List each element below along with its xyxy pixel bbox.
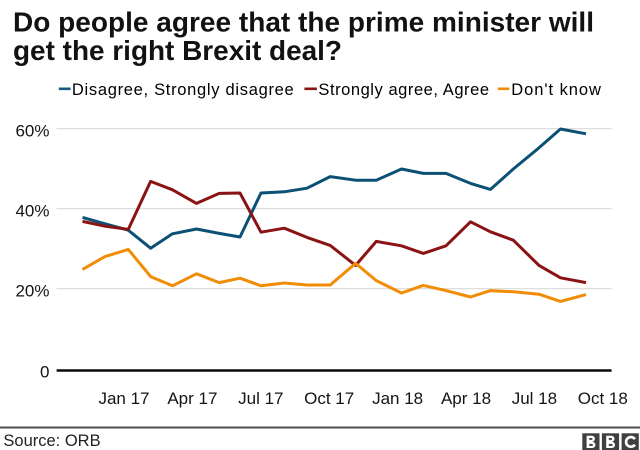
svg-text:Jul 18: Jul 18 (512, 389, 557, 408)
svg-text:60%: 60% (15, 121, 49, 140)
svg-text:Disagree, Strongly disagree: Disagree, Strongly disagree (72, 81, 295, 99)
svg-text:40%: 40% (15, 201, 49, 220)
svg-text:Jan 18: Jan 18 (372, 389, 423, 408)
svg-text:Oct 17: Oct 17 (304, 389, 354, 408)
svg-text:Apr 17: Apr 17 (167, 389, 217, 408)
svg-text:Jan 17: Jan 17 (98, 389, 149, 408)
svg-text:Oct 18: Oct 18 (578, 389, 628, 408)
svg-text:Apr 18: Apr 18 (441, 389, 491, 408)
svg-text:Don't know: Don't know (511, 81, 602, 99)
svg-text:Jul 17: Jul 17 (238, 389, 283, 408)
svg-text:0: 0 (40, 363, 49, 382)
svg-text:Strongly agree, Agree: Strongly agree, Agree (318, 81, 489, 99)
svg-text:20%: 20% (15, 281, 49, 300)
svg-text:Do people agree that the prime: Do people agree that the prime minister … (13, 7, 594, 38)
svg-text:get the right Brexit deal?: get the right Brexit deal? (13, 35, 342, 66)
svg-text:Source: ORB: Source: ORB (3, 432, 100, 450)
